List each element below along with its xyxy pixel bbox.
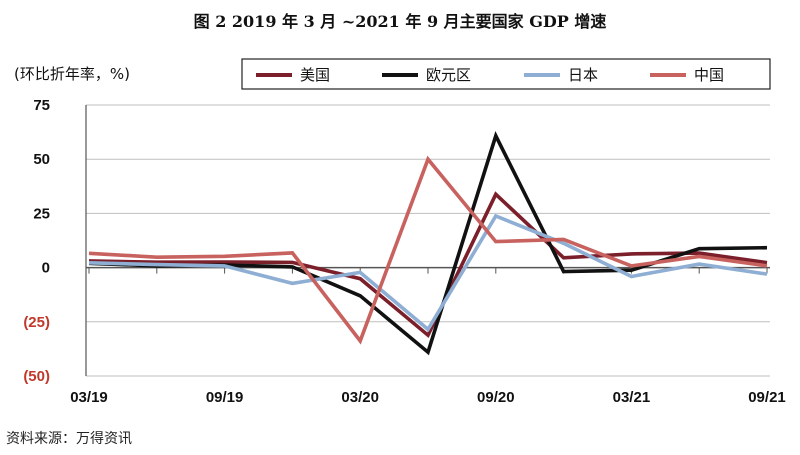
x-tick-label: 09/21 bbox=[748, 389, 786, 406]
legend-label: 中国 bbox=[694, 66, 724, 84]
y-tick-label: 75 bbox=[33, 97, 50, 114]
source-note: 资料来源：万得资讯 bbox=[6, 431, 132, 447]
series-line bbox=[88, 213, 768, 333]
series-line bbox=[88, 131, 768, 356]
y-tick-label: (50) bbox=[23, 368, 50, 385]
series-line bbox=[88, 155, 768, 345]
y-tick-label: (25) bbox=[23, 314, 50, 331]
y-tick-label: 50 bbox=[33, 151, 50, 168]
legend: 美国 欧元区 日本 中国 bbox=[241, 58, 771, 90]
series-line bbox=[88, 191, 768, 339]
x-tick-label: 09/20 bbox=[477, 389, 515, 406]
legend-label: 欧元区 bbox=[426, 66, 471, 84]
x-tick-label: 03/21 bbox=[613, 389, 651, 406]
x-tick-label: 03/19 bbox=[70, 389, 108, 406]
legend-label: 美国 bbox=[300, 66, 330, 84]
y-tick-label: 0 bbox=[42, 260, 50, 277]
figure-title: 图 2 2019 年 3 月 ~2021 年 9 月主要国家 GDP 增速 bbox=[193, 12, 607, 31]
axis-layer: 75 50 25 0 (25) (50) 03/19 09/19 03/20 09/20 03/21… bbox=[23, 97, 785, 406]
series-layer bbox=[88, 131, 768, 356]
legend-label: 日本 bbox=[568, 66, 598, 84]
x-tick-label: 03/20 bbox=[341, 389, 379, 406]
y-axis-unit-label: (环比折年率，%) bbox=[14, 65, 130, 83]
x-tick-label: 09/19 bbox=[206, 389, 244, 406]
y-tick-label: 25 bbox=[33, 205, 50, 222]
